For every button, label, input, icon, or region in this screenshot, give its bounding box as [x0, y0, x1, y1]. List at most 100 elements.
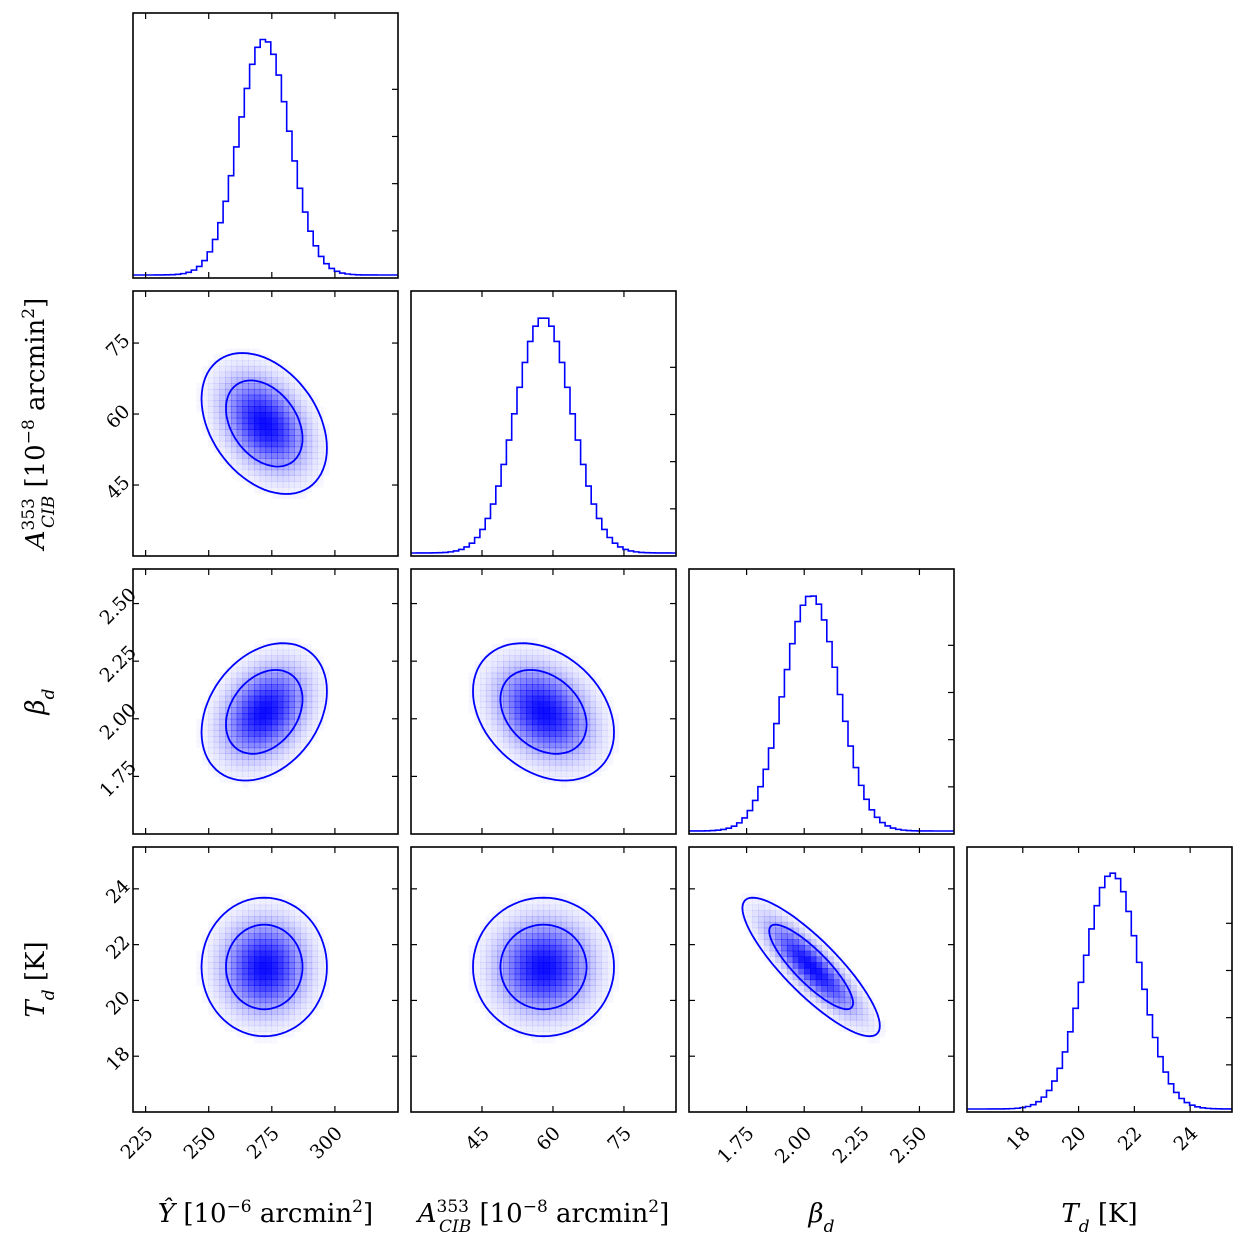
density-cell	[583, 684, 591, 691]
density-cell	[526, 684, 533, 691]
density-cell	[294, 962, 301, 969]
density-cell	[259, 996, 267, 1004]
density-cell	[543, 898, 550, 906]
density-cell	[242, 458, 249, 465]
density-cell	[809, 933, 817, 940]
density-cell	[786, 967, 794, 975]
density-cell	[508, 985, 516, 992]
density-cell	[253, 939, 261, 946]
density-cell	[259, 991, 267, 998]
density-cell	[242, 730, 249, 737]
density-cell	[543, 701, 550, 708]
density-cell	[253, 950, 261, 958]
density-cell	[514, 718, 522, 726]
density-cell	[480, 962, 487, 969]
density-cell	[543, 649, 550, 657]
density-cell	[311, 967, 318, 975]
density-cell	[491, 730, 499, 737]
density-cell	[503, 684, 510, 691]
density-cell	[809, 939, 817, 946]
density-cell	[503, 973, 510, 981]
density-cell	[294, 638, 300, 644]
density-cell	[248, 910, 255, 917]
density-cell	[305, 429, 313, 436]
density-cell	[537, 718, 545, 726]
density-cell	[861, 996, 869, 1004]
density-cell	[294, 921, 301, 929]
density-cell	[277, 1025, 284, 1032]
density-cell	[798, 927, 805, 935]
density-cell	[259, 759, 267, 766]
density-cell	[305, 417, 313, 425]
density-cell	[248, 1025, 255, 1032]
density-cell	[219, 985, 226, 992]
density-cell	[248, 921, 255, 929]
density-cell	[277, 400, 284, 407]
density-cell	[236, 713, 244, 720]
density-cell	[606, 713, 614, 720]
density-cell	[566, 904, 573, 911]
y-axis-label-A_CIB_353: A353CIB [10−8 arcmin2]	[19, 298, 59, 551]
density-cell	[520, 684, 527, 691]
density-cell	[514, 921, 522, 929]
density-cell	[480, 973, 487, 981]
density-cell	[253, 730, 261, 737]
density-cell	[485, 962, 493, 969]
density-cell	[520, 927, 527, 935]
panel-frame	[410, 846, 677, 1113]
density-cell	[514, 1002, 522, 1009]
density-cell	[873, 1019, 880, 1027]
density-cell	[208, 1008, 214, 1014]
density-cell	[202, 736, 209, 743]
density-cell	[595, 967, 602, 975]
density-cell	[288, 741, 295, 749]
density-cell	[549, 666, 556, 674]
density-cell	[543, 950, 550, 958]
density-cell	[469, 707, 475, 713]
density-cell	[230, 916, 238, 923]
density-cell	[549, 684, 556, 691]
density-cell	[549, 741, 556, 749]
density-cell	[213, 429, 221, 436]
density-cell	[259, 655, 267, 662]
density-cell	[259, 684, 267, 691]
density-cell	[242, 678, 249, 685]
density-cell	[230, 371, 238, 379]
density-cell	[271, 707, 278, 714]
density-cell	[560, 956, 568, 963]
density-cell	[798, 962, 805, 969]
density-cell	[225, 770, 232, 777]
density-cell	[253, 678, 261, 685]
density-cell	[531, 904, 539, 911]
density-cell	[480, 985, 487, 992]
density-cell	[555, 898, 562, 906]
density-cell	[503, 672, 510, 680]
density-cell	[531, 753, 539, 760]
density-cell	[259, 463, 267, 471]
density-cell	[253, 1014, 261, 1021]
density-cell	[248, 944, 255, 952]
density-cell	[589, 695, 596, 703]
density-cell	[219, 950, 226, 958]
density-cell	[207, 394, 215, 402]
density-cell	[543, 1002, 550, 1009]
density-cell	[792, 944, 800, 952]
density-cell	[236, 985, 244, 992]
density-cell	[288, 1019, 295, 1027]
density-cell	[520, 904, 527, 911]
density-cell	[317, 979, 324, 986]
density-cell	[555, 730, 562, 737]
density-cell	[572, 759, 579, 766]
density-cell	[225, 411, 232, 419]
density-cell	[271, 678, 278, 685]
density-cell	[265, 939, 272, 946]
density-cell	[572, 730, 579, 737]
density-cell	[213, 406, 221, 413]
density-cell	[549, 707, 556, 714]
density-cell	[282, 736, 290, 743]
density-cell	[248, 985, 255, 992]
density-cell	[503, 962, 510, 969]
density-cell	[288, 910, 295, 917]
density-cell	[572, 1014, 579, 1021]
density-cell	[219, 371, 226, 379]
